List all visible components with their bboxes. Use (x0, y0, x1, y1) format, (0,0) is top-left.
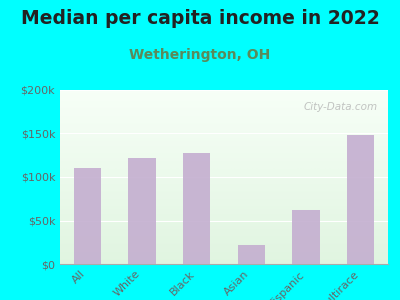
Text: Median per capita income in 2022: Median per capita income in 2022 (21, 9, 379, 28)
Bar (238, 245, 265, 264)
Bar (292, 210, 320, 264)
Bar (183, 153, 210, 264)
Bar (128, 158, 156, 264)
Bar (74, 168, 101, 264)
Text: City-Data.com: City-Data.com (304, 102, 378, 112)
Text: Wetherington, OH: Wetherington, OH (129, 48, 271, 62)
Bar (347, 135, 374, 264)
